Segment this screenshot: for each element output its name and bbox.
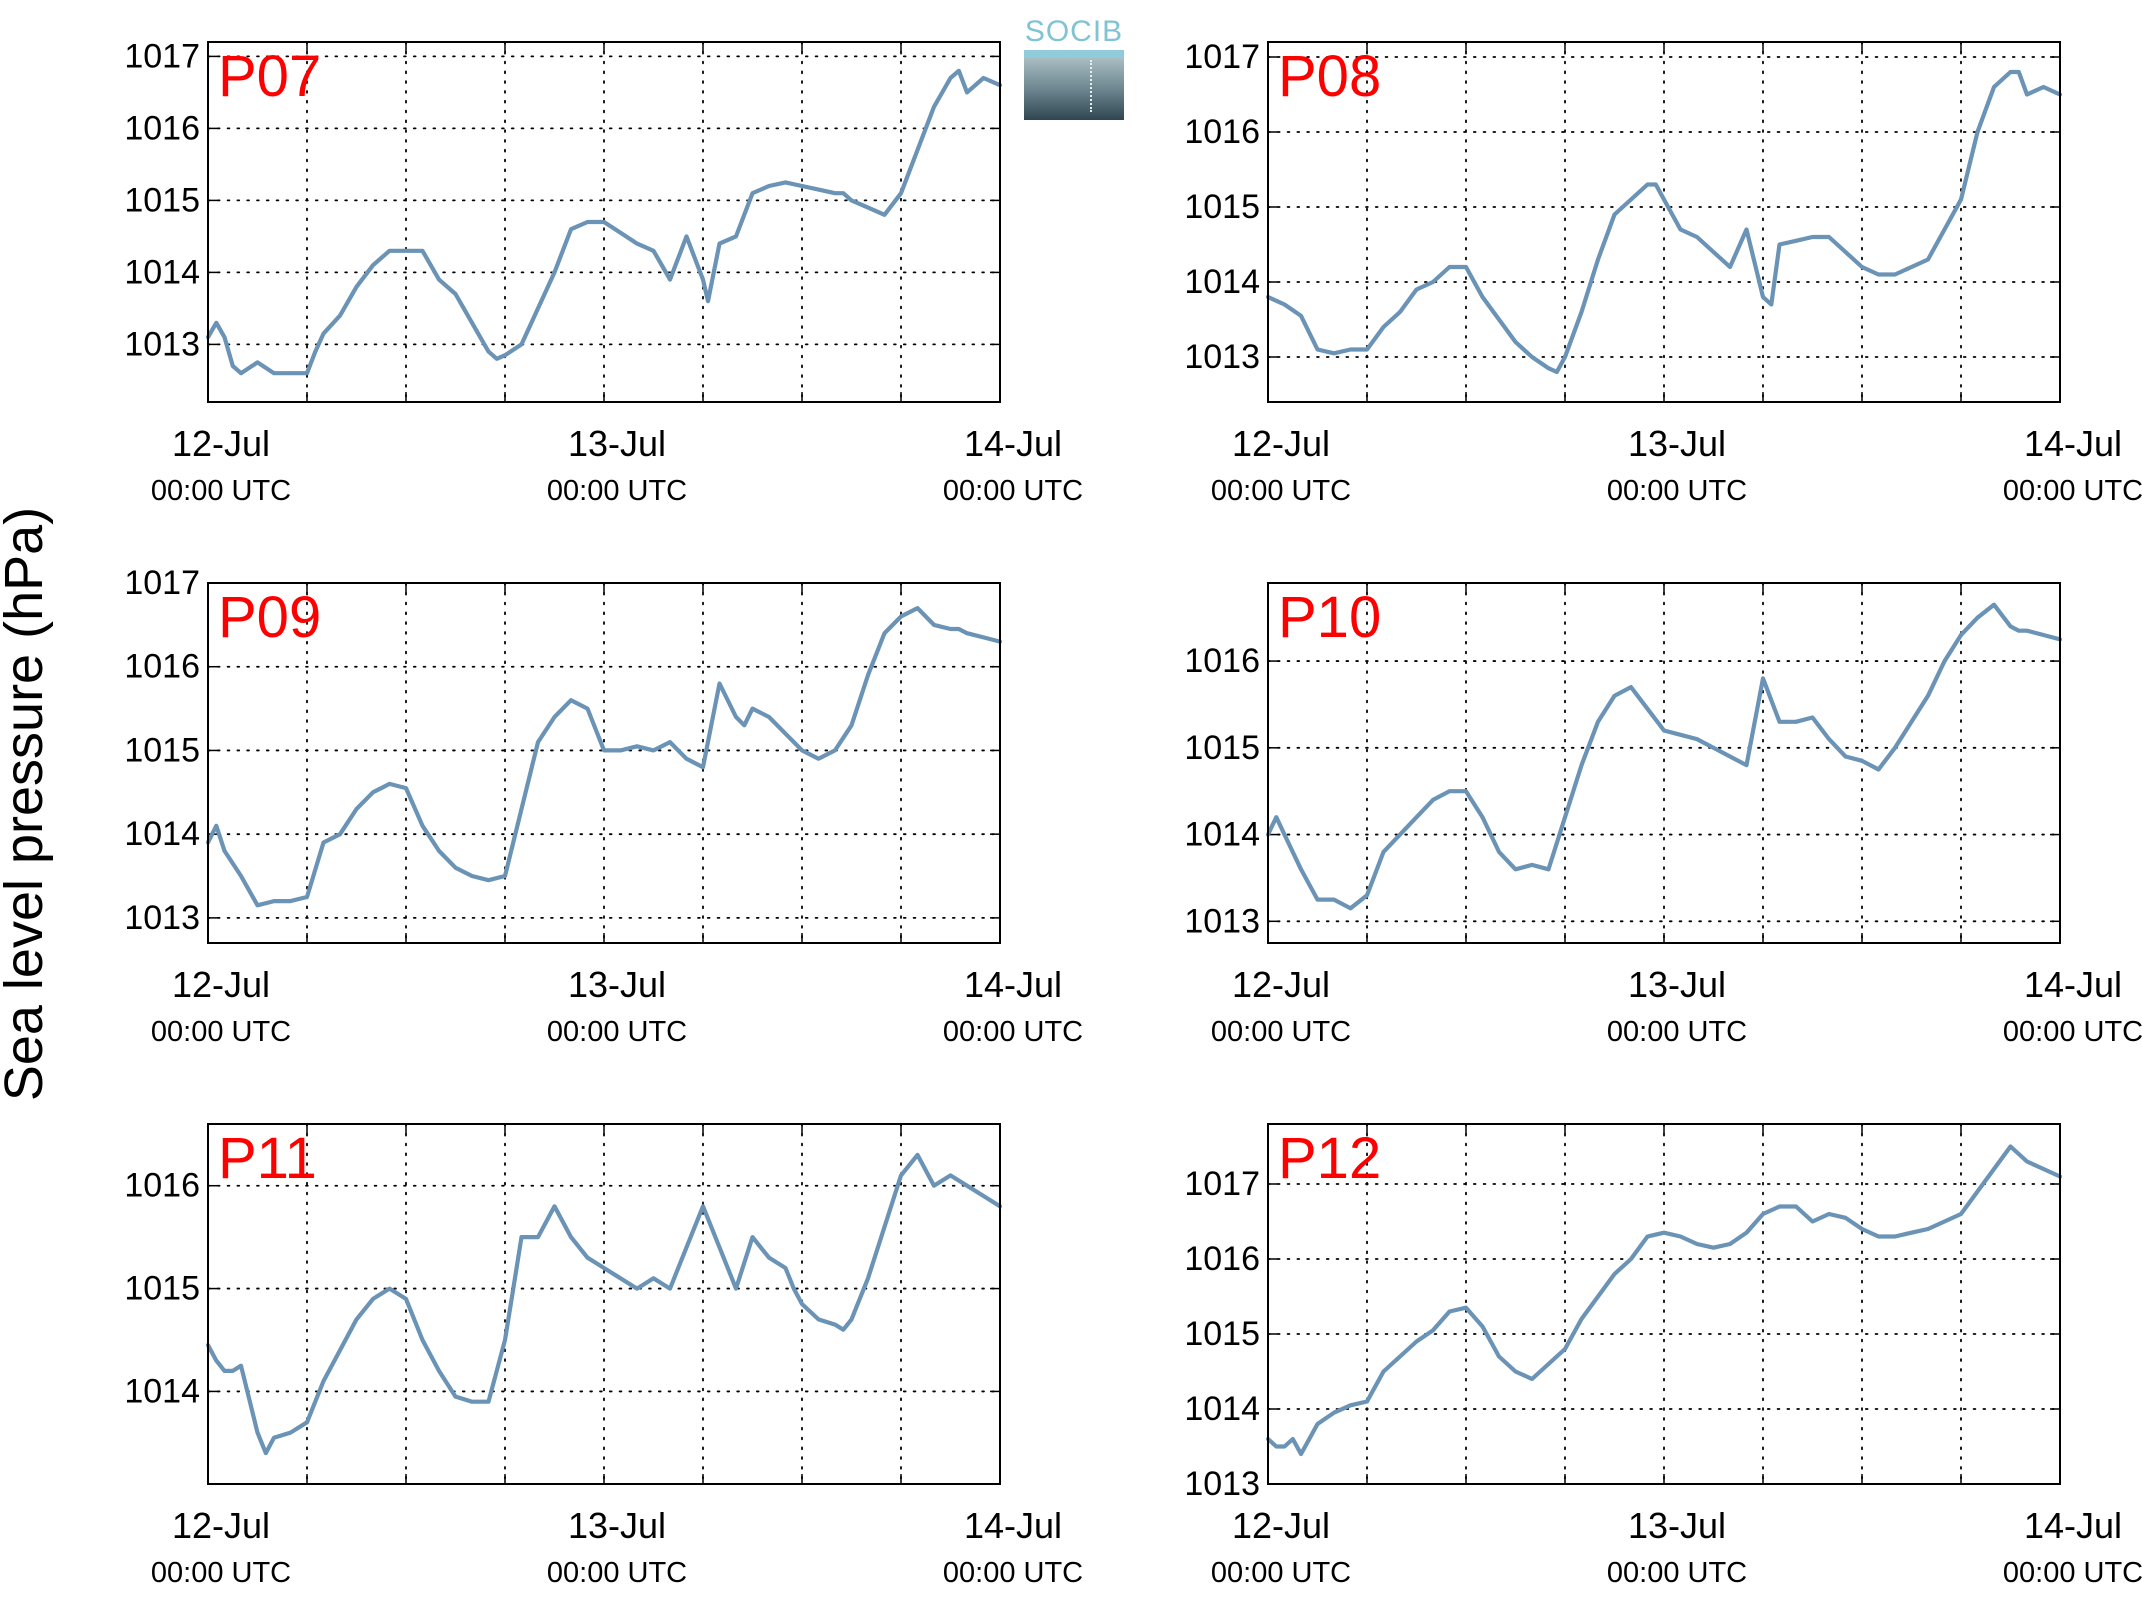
x-tick-label-time: 00:00 UTC: [2003, 1016, 2142, 1048]
x-tick-label-time: 00:00 UTC: [151, 1016, 291, 1048]
y-tick-label: 1014: [1184, 1390, 1260, 1428]
y-tick-label: 1013: [124, 325, 200, 363]
series-line: [205, 606, 1003, 908]
y-tick-label: 1014: [124, 815, 200, 853]
x-tick-label-time: 00:00 UTC: [151, 475, 291, 507]
x-tick-label-time: 00:00 UTC: [1211, 475, 1351, 507]
plot-frame: [1267, 582, 2061, 944]
panel-label: P11: [218, 1126, 317, 1191]
panel-label: P09: [218, 585, 321, 650]
panel-label: P07: [218, 44, 321, 109]
x-tick-label-date: 14-Jul: [2024, 1505, 2122, 1546]
x-tick-label-time: 00:00 UTC: [547, 1016, 687, 1048]
y-tick-label: 1015: [1184, 1315, 1260, 1353]
y-tick-label: 1014: [1184, 263, 1260, 301]
y-tick-label: 1015: [1184, 729, 1260, 767]
y-tick-label: 1013: [124, 899, 200, 937]
y-tick-label: 1013: [1184, 902, 1260, 940]
x-tick-label-time: 00:00 UTC: [1211, 1016, 1351, 1048]
x-tick-label-time: 00:00 UTC: [547, 1557, 687, 1589]
y-tick-label: 1016: [1184, 1240, 1260, 1278]
y-tick-label: 1016: [124, 1167, 200, 1205]
y-tick-label: 1015: [124, 1270, 200, 1308]
x-tick-label-date: 14-Jul: [964, 1505, 1062, 1546]
y-tick-label: 1015: [124, 731, 200, 769]
x-tick-label-time: 00:00 UTC: [151, 1557, 291, 1589]
series-line: [1265, 69, 2063, 375]
plot-frame: [1267, 1123, 2061, 1485]
x-tick-label-time: 00:00 UTC: [547, 475, 687, 507]
chart-panel-p07: 1013 1014 1015 1016 1017 12-Jul 00:00 UTC 13-Ju…: [124, 37, 1083, 507]
chart-panel-p11: 1014 1015 1016 12-Jul 00:00 UTC 13-Jul 00:00 U…: [124, 1123, 1083, 1589]
x-tick-label-date: 12-Jul: [1232, 1505, 1330, 1546]
x-tick-label-time: 00:00 UTC: [1607, 475, 1747, 507]
x-tick-label-time: 00:00 UTC: [943, 475, 1083, 507]
y-tick-label: 1016: [124, 109, 200, 147]
x-tick-label-date: 12-Jul: [1232, 964, 1330, 1005]
y-tick-label: 1016: [1184, 113, 1260, 151]
series-line: [1265, 602, 2063, 911]
series-line: [1265, 1144, 2063, 1457]
y-tick-label: 1017: [1184, 38, 1260, 76]
chart-panel-p08: 1013 1014 1015 1016 1017 12-Jul 00:00 UTC 13-Ju…: [1184, 38, 2142, 507]
plot-frame: [207, 582, 1001, 944]
plot-frame: [207, 1123, 1001, 1485]
y-tick-label: 1017: [124, 564, 200, 602]
y-tick-label: 1014: [124, 1372, 200, 1410]
x-tick-label-date: 13-Jul: [568, 964, 666, 1005]
x-tick-label-time: 00:00 UTC: [1607, 1557, 1747, 1589]
y-tick-label: 1017: [124, 37, 200, 75]
y-tick-label: 1015: [124, 181, 200, 219]
x-tick-label-date: 12-Jul: [172, 423, 270, 464]
x-tick-label-date: 14-Jul: [2024, 964, 2122, 1005]
x-tick-label-date: 13-Jul: [568, 1505, 666, 1546]
x-tick-label-date: 14-Jul: [2024, 423, 2122, 464]
chart-panel-p12: 1013 1014 1015 1016 1017 12-Jul 00:00 UTC 13-Ju…: [1184, 1123, 2142, 1589]
y-tick-label: 1013: [1184, 338, 1260, 376]
x-tick-label-time: 00:00 UTC: [2003, 475, 2142, 507]
logo-text: SOCIB: [1024, 15, 1124, 48]
y-tick-label: 1014: [1184, 816, 1260, 854]
plot-frame: [1267, 41, 2061, 403]
panel-label: P12: [1278, 1126, 1381, 1191]
chart-panel-p10: 1013 1014 1015 1016 12-Jul 00:00 UTC 13-Jul 00:…: [1184, 582, 2142, 1048]
panel-label: P10: [1278, 585, 1381, 650]
x-tick-label-date: 13-Jul: [568, 423, 666, 464]
x-tick-label-time: 00:00 UTC: [1211, 1557, 1351, 1589]
x-tick-label-date: 12-Jul: [172, 1505, 270, 1546]
y-tick-label: 1016: [1184, 642, 1260, 680]
y-tick-label: 1017: [1184, 1165, 1260, 1203]
y-tick-label: 1014: [124, 253, 200, 291]
x-tick-label-date: 12-Jul: [172, 964, 270, 1005]
x-tick-label-date: 12-Jul: [1232, 423, 1330, 464]
x-tick-label-time: 00:00 UTC: [1607, 1016, 1747, 1048]
x-tick-label-date: 13-Jul: [1628, 423, 1726, 464]
series-line: [205, 1152, 1003, 1456]
x-tick-label-time: 00:00 UTC: [943, 1016, 1083, 1048]
logo-graphic: [1024, 50, 1124, 120]
x-tick-label-time: 00:00 UTC: [943, 1557, 1083, 1589]
x-tick-label-time: 00:00 UTC: [2003, 1557, 2142, 1589]
x-tick-label-date: 14-Jul: [964, 423, 1062, 464]
y-tick-label: 1015: [1184, 188, 1260, 226]
x-tick-label-date: 13-Jul: [1628, 964, 1726, 1005]
series-line: [205, 68, 1003, 376]
socib-logo: SOCIB: [1024, 16, 1124, 120]
y-tick-label: 1016: [124, 648, 200, 686]
x-tick-label-date: 14-Jul: [964, 964, 1062, 1005]
panel-label: P08: [1278, 44, 1381, 109]
x-tick-label-date: 13-Jul: [1628, 1505, 1726, 1546]
chart-panel-p09: 1013 1014 1015 1016 1017 12-Jul 00:00 UTC 13-Ju…: [124, 564, 1083, 1048]
y-tick-label: 1013: [1184, 1465, 1260, 1503]
plot-frame: [207, 41, 1001, 403]
